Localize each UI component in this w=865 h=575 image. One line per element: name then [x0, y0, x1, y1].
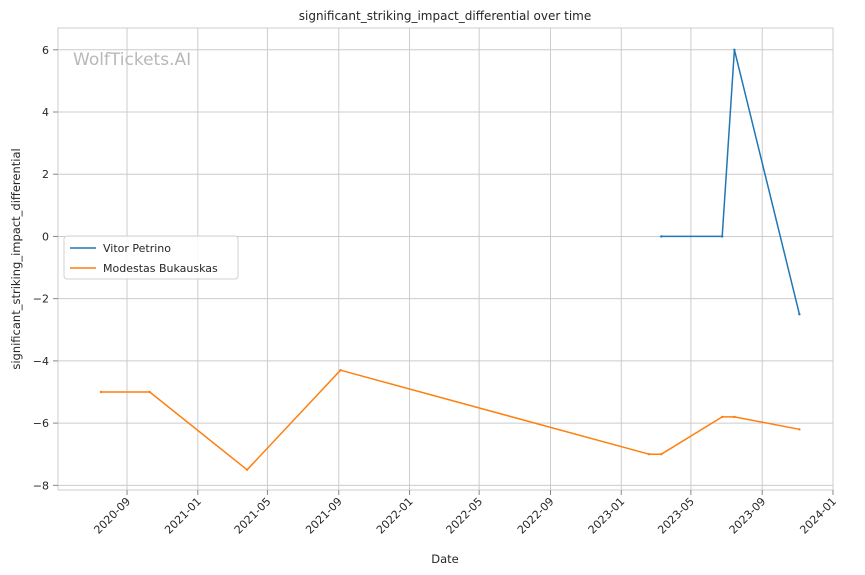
- legend-box: [63, 235, 239, 280]
- watermark-text: WolfTickets.AI: [73, 50, 191, 70]
- y-axis: 6 4 2 0 −2 −4 −6 −8: [33, 44, 58, 492]
- data-point: [798, 313, 801, 316]
- data-point: [721, 235, 724, 238]
- y-tick-label: 4: [42, 106, 49, 119]
- plot-frame: [57, 27, 834, 491]
- data-point: [721, 415, 724, 419]
- chart-title: significant_striking_impact_differential…: [299, 9, 591, 23]
- y-tick-label: −4: [33, 355, 49, 368]
- y-tick-label: 2: [42, 168, 49, 181]
- series-layer: [99, 48, 801, 471]
- y-tick-label: 0: [42, 230, 49, 243]
- grid: [58, 28, 834, 490]
- legend-label: Modestas Bukauskas: [103, 262, 218, 275]
- data-point: [339, 369, 342, 372]
- y-tick-label: −8: [33, 479, 49, 492]
- data-point: [245, 468, 249, 471]
- data-point: [660, 235, 663, 238]
- y-axis-title: significant_striking_impact_differential: [9, 148, 23, 369]
- y-tick-label: 6: [42, 44, 49, 57]
- data-point: [647, 453, 651, 456]
- legend-label: Vitor Petrino: [103, 242, 171, 255]
- data-point: [99, 390, 103, 394]
- data-point: [798, 428, 801, 431]
- data-point: [148, 390, 151, 394]
- data-point: [733, 415, 736, 419]
- data-point: [733, 48, 736, 51]
- series-line-0: [661, 49, 801, 315]
- legend: Vitor Petrino Modestas Bukauskas: [63, 235, 239, 280]
- data-point: [660, 453, 663, 456]
- x-axis-title: Date: [431, 552, 459, 566]
- y-tick-label: −6: [33, 417, 49, 430]
- y-tick-label: −2: [33, 293, 49, 306]
